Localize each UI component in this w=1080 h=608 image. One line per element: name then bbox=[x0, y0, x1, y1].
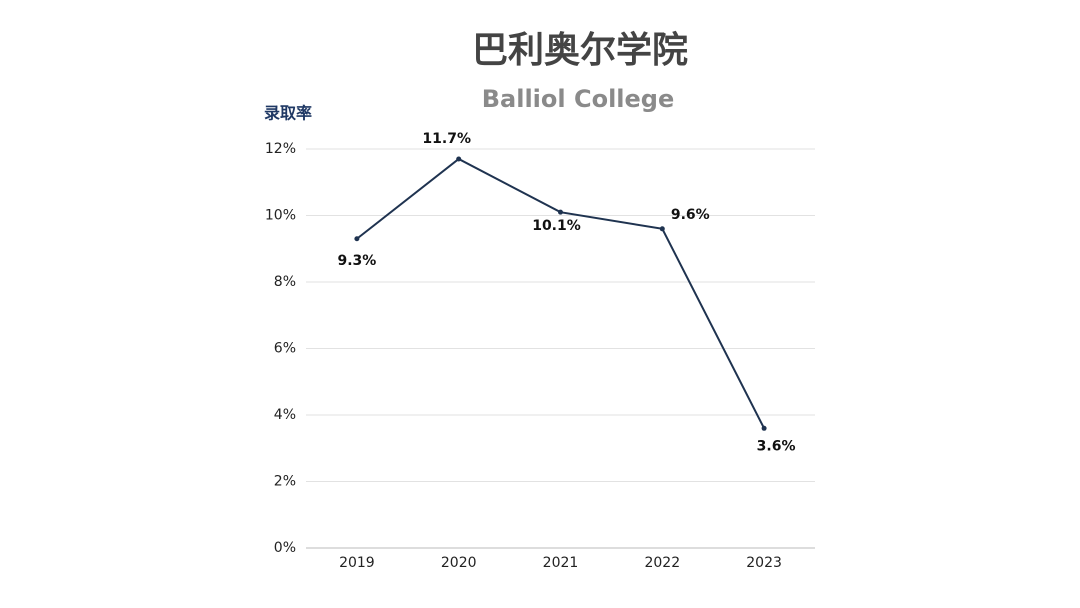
point bbox=[354, 236, 360, 242]
data-label: 10.1% bbox=[532, 218, 581, 234]
y-tick-label: 2% bbox=[274, 474, 296, 490]
x-tick-label: 2019 bbox=[339, 555, 375, 571]
point bbox=[558, 209, 563, 215]
x-tick-label: 2020 bbox=[441, 555, 477, 571]
y-tick-label: 0% bbox=[274, 540, 296, 556]
line bbox=[356, 157, 765, 429]
y-tick-label: 4% bbox=[274, 407, 296, 423]
x-tick-label: 2022 bbox=[644, 555, 680, 571]
point bbox=[659, 226, 665, 232]
x-tick-label: 2023 bbox=[746, 555, 782, 571]
chart-subtitle: Balliol College bbox=[482, 85, 675, 113]
x-tick-label: 2021 bbox=[543, 555, 579, 571]
data-label: 9.6% bbox=[671, 207, 710, 223]
data-label: 11.7% bbox=[422, 131, 471, 147]
y-tick-label: 10% bbox=[265, 208, 296, 224]
chart-title: 巴利奥尔学院 bbox=[472, 29, 688, 71]
data-label: 9.3% bbox=[337, 253, 376, 269]
point bbox=[456, 156, 462, 162]
data-label: 3.6% bbox=[757, 438, 796, 454]
y-axis-label: 录取率 bbox=[264, 104, 312, 123]
y-tick-label: 12% bbox=[265, 141, 296, 157]
y-tick-label: 8% bbox=[274, 274, 296, 290]
point bbox=[761, 425, 767, 431]
y-tick-label: 6% bbox=[274, 341, 296, 357]
